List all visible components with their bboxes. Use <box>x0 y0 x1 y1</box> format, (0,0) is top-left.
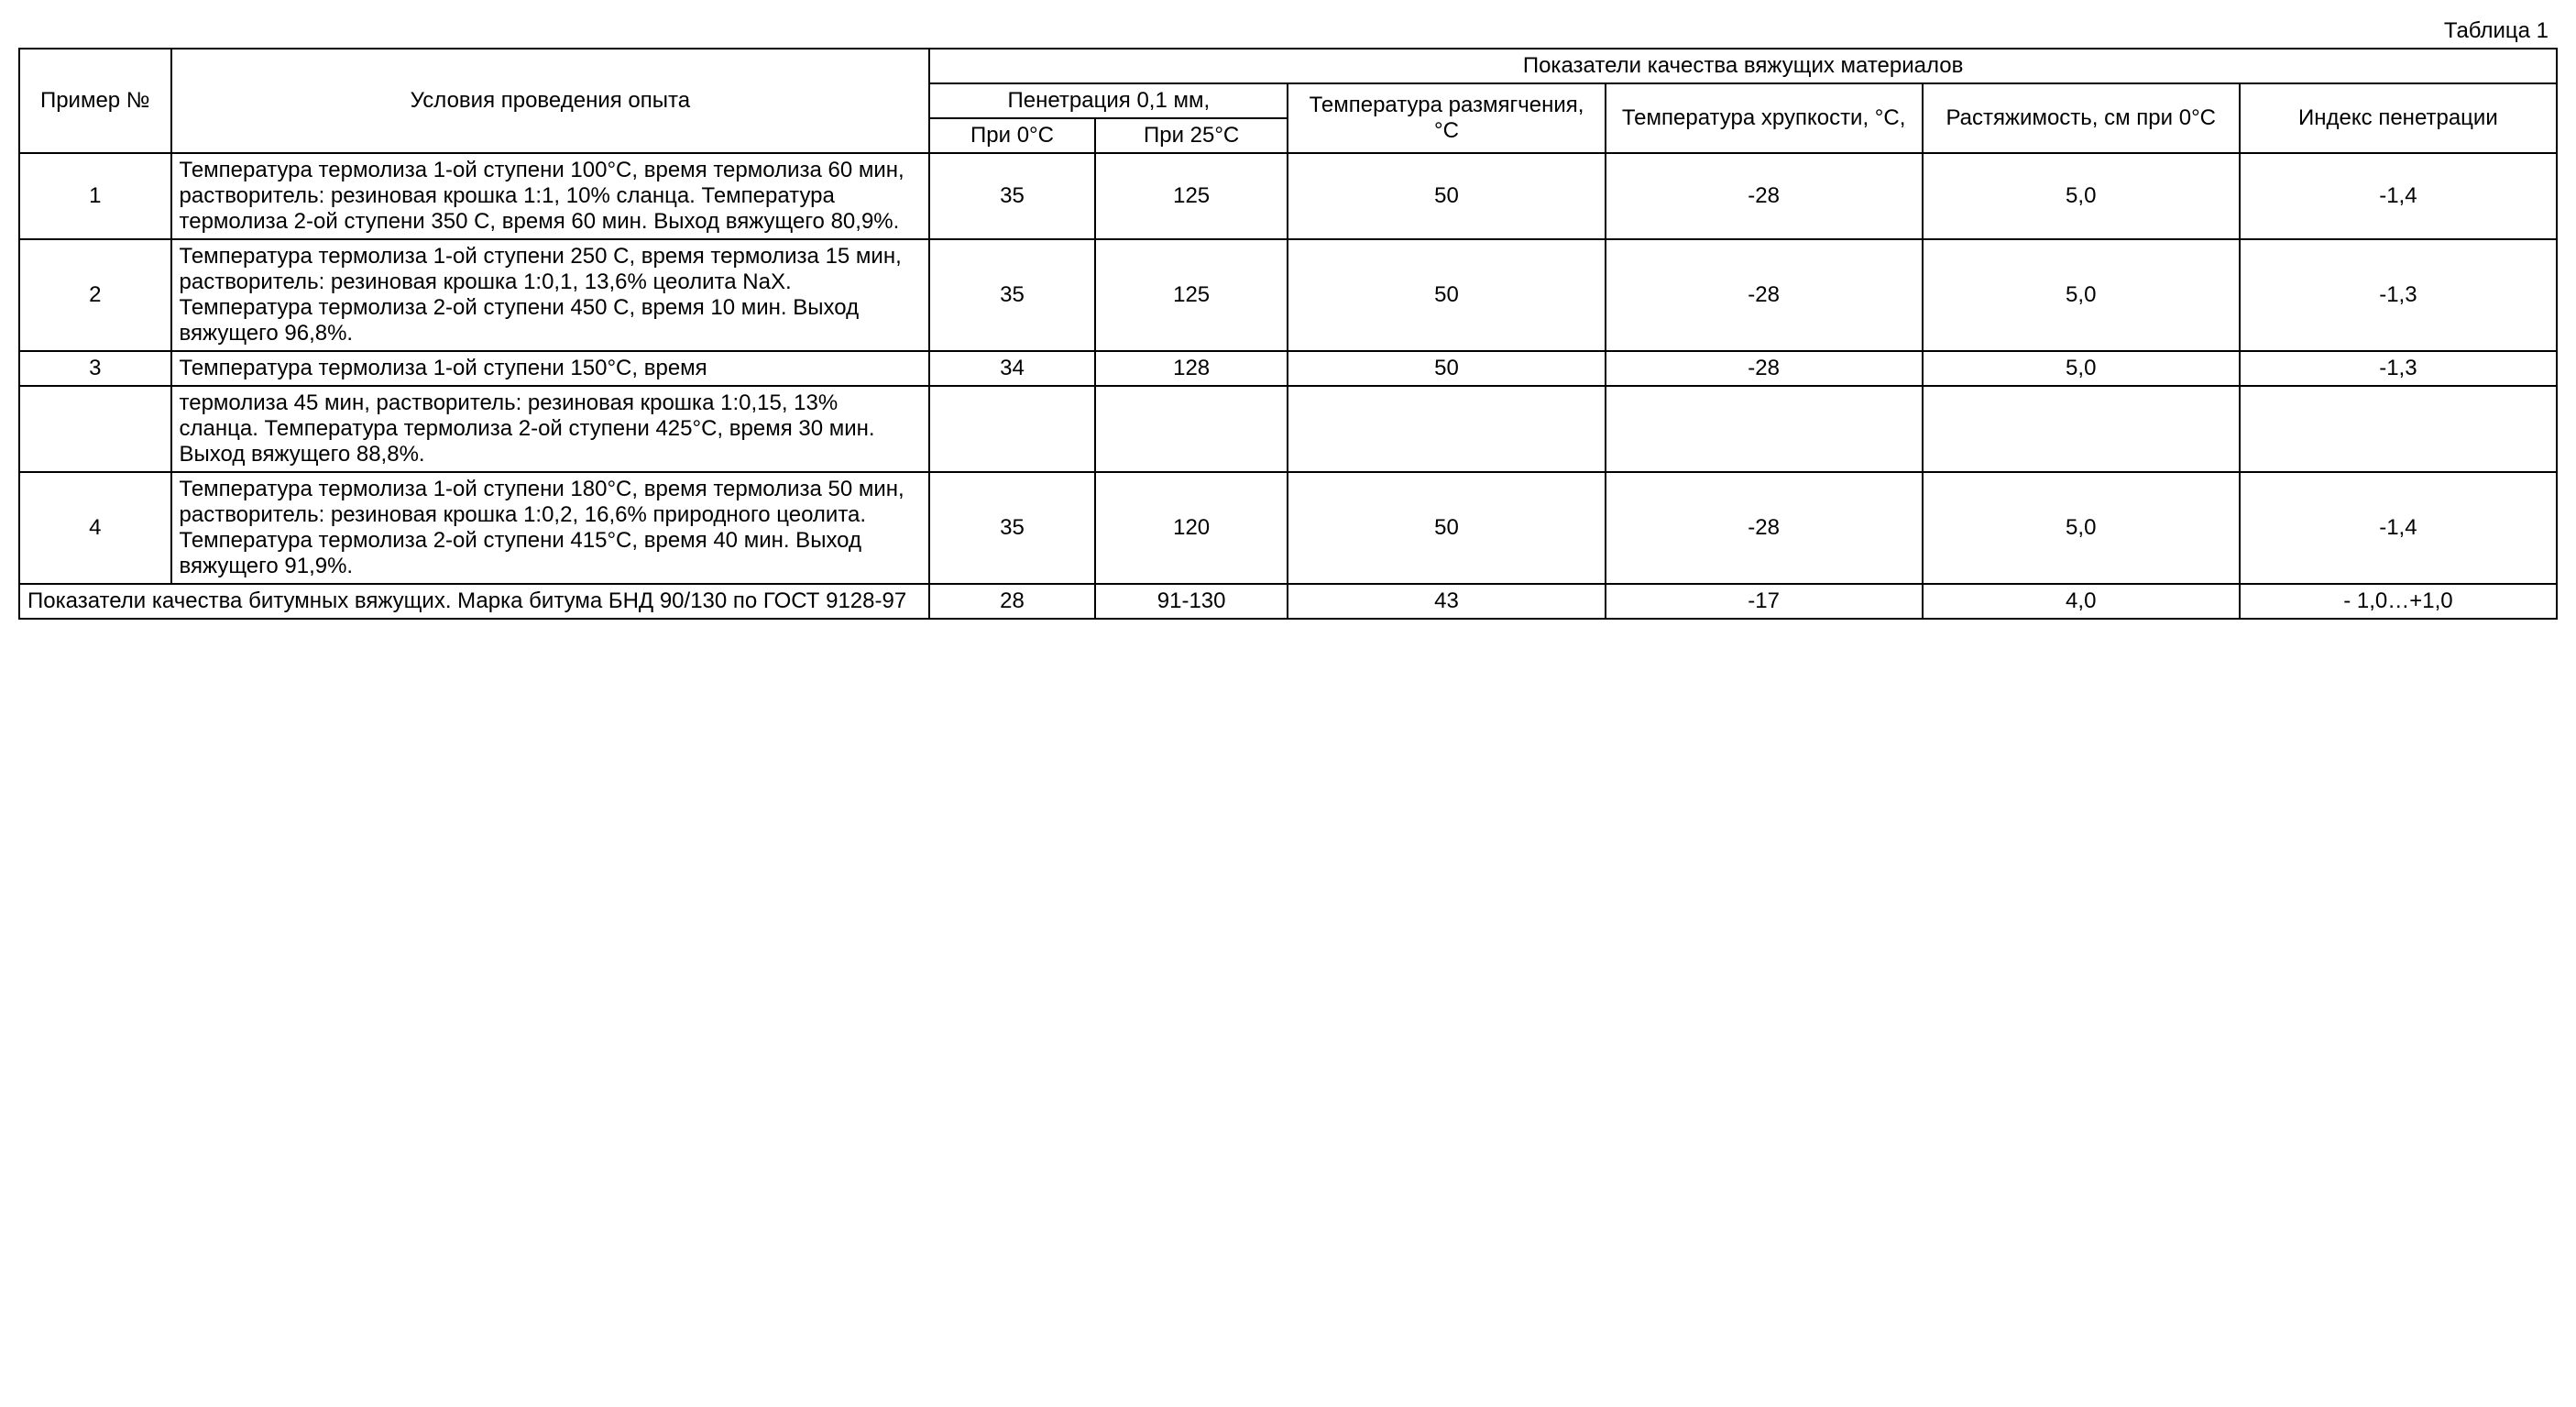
header-pen-25c: При 25°С <box>1095 118 1288 153</box>
cell-idx: -1,4 <box>2240 153 2557 239</box>
cell-soften <box>1288 386 1605 472</box>
cell-brittle: -28 <box>1606 153 1923 239</box>
cell-footer-brittle: -17 <box>1606 584 1923 619</box>
cell-ext: 5,0 <box>1923 239 2240 351</box>
cell-footer-pen25: 91-130 <box>1095 584 1288 619</box>
cell-brittle: -28 <box>1606 472 1923 584</box>
cell-ext <box>1923 386 2240 472</box>
cell-conditions: Температура термолиза 1-ой ступени 180°С… <box>171 472 930 584</box>
cell-soften: 50 <box>1288 153 1605 239</box>
cell-pen25 <box>1095 386 1288 472</box>
table-row: 1 Температура термолиза 1-ой ступени 100… <box>19 153 2557 239</box>
cell-ext: 5,0 <box>1923 472 2240 584</box>
cell-soften: 50 <box>1288 239 1605 351</box>
cell-example-n: 1 <box>19 153 171 239</box>
cell-brittle: -28 <box>1606 351 1923 386</box>
cell-footer-idx: - 1,0…+1,0 <box>2240 584 2557 619</box>
header-brittleness: Температура хрупкости, °С, <box>1606 83 1923 153</box>
cell-pen0: 34 <box>929 351 1095 386</box>
cell-soften: 50 <box>1288 472 1605 584</box>
table-row-footer: Показатели качества битумных вяжущих. Ма… <box>19 584 2557 619</box>
header-pen-0c: При 0°С <box>929 118 1095 153</box>
cell-pen0: 35 <box>929 472 1095 584</box>
header-penetration-group: Пенетрация 0,1 мм, <box>929 83 1288 118</box>
cell-brittle <box>1606 386 1923 472</box>
cell-soften: 50 <box>1288 351 1605 386</box>
cell-example-n: 3 <box>19 351 171 386</box>
header-example: Пример № <box>19 49 171 153</box>
cell-conditions: Температура термолиза 1-ой ступени 150°С… <box>171 351 930 386</box>
cell-footer-pen0: 28 <box>929 584 1095 619</box>
cell-brittle: -28 <box>1606 239 1923 351</box>
cell-conditions: Температура термолиза 1-ой ступени 250 С… <box>171 239 930 351</box>
quality-table: Пример № Условия проведения опыта Показа… <box>18 48 2558 620</box>
cell-footer-ext: 4,0 <box>1923 584 2240 619</box>
cell-pen25: 125 <box>1095 239 1288 351</box>
cell-footer-conditions: Показатели качества битумных вяжущих. Ма… <box>19 584 929 619</box>
table-row: 2 Температура термолиза 1-ой ступени 250… <box>19 239 2557 351</box>
table-row: 4 Температура термолиза 1-ой ступени 180… <box>19 472 2557 584</box>
cell-idx: -1,4 <box>2240 472 2557 584</box>
header-quality-group: Показатели качества вяжущих материалов <box>929 49 2557 83</box>
cell-pen0: 35 <box>929 153 1095 239</box>
cell-ext: 5,0 <box>1923 351 2240 386</box>
cell-conditions: Температура термолиза 1-ой ступени 100°С… <box>171 153 930 239</box>
cell-example-n: 2 <box>19 239 171 351</box>
cell-conditions: термолиза 45 мин, растворитель: резинова… <box>171 386 930 472</box>
header-extensibility: Растяжимость, см при 0°С <box>1923 83 2240 153</box>
cell-example-n <box>19 386 171 472</box>
cell-pen25: 125 <box>1095 153 1288 239</box>
header-penetration-index: Индекс пенетрации <box>2240 83 2557 153</box>
header-conditions: Условия проведения опыта <box>171 49 930 153</box>
cell-example-n: 4 <box>19 472 171 584</box>
header-softening: Температура размягчения, °С <box>1288 83 1605 153</box>
cell-idx: -1,3 <box>2240 351 2557 386</box>
cell-footer-soften: 43 <box>1288 584 1605 619</box>
cell-idx <box>2240 386 2557 472</box>
cell-ext: 5,0 <box>1923 153 2240 239</box>
cell-pen0: 35 <box>929 239 1095 351</box>
cell-pen25: 128 <box>1095 351 1288 386</box>
table-body: 1 Температура термолиза 1-ой ступени 100… <box>19 153 2557 619</box>
table-row: термолиза 45 мин, растворитель: резинова… <box>19 386 2557 472</box>
cell-pen25: 120 <box>1095 472 1288 584</box>
cell-idx: -1,3 <box>2240 239 2557 351</box>
cell-pen0 <box>929 386 1095 472</box>
table-row: 3 Температура термолиза 1-ой ступени 150… <box>19 351 2557 386</box>
table-caption: Таблица 1 <box>18 18 2558 44</box>
